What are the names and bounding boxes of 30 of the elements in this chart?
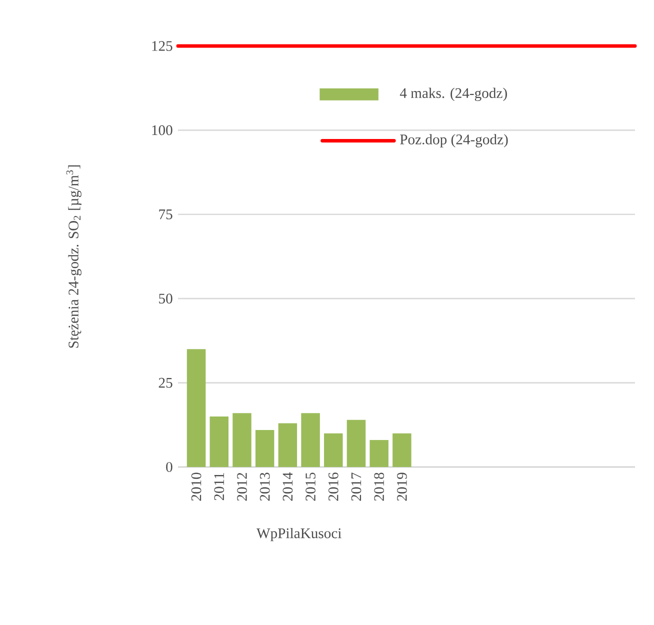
x-tick-label: 2010	[191, 472, 202, 501]
bar	[232, 413, 252, 467]
legend-label: Poz.dop (24-godz)	[400, 134, 508, 148]
x-tick-label: 2013	[260, 472, 270, 501]
bar	[392, 433, 412, 467]
y-tick-label: 0	[166, 462, 172, 472]
x-tick-label: 2011	[214, 473, 224, 500]
x-tick-label: 2014	[282, 472, 293, 501]
x-tick-label: 2012	[237, 472, 247, 501]
x-tick-label: 2018	[374, 472, 384, 501]
x-tick-label: 2019	[397, 472, 407, 501]
y-tick-label: 100	[152, 125, 172, 136]
bar	[324, 433, 343, 467]
x-tick-label: 2016	[328, 472, 338, 501]
bar	[301, 413, 320, 467]
legend-label: 4 maks. (24-godz)	[400, 88, 507, 102]
y-tick-label: 75	[159, 210, 172, 220]
bar	[186, 349, 206, 467]
bar	[278, 423, 298, 467]
bar	[346, 420, 366, 467]
y-tick-label: 50	[159, 294, 172, 304]
y-tick-label: 25	[158, 378, 172, 388]
x-tick-label: 2015	[306, 472, 316, 501]
bar	[210, 416, 228, 467]
y-tick-label: 125	[152, 41, 172, 51]
x-axis-title: WpPilaKusoci	[256, 528, 342, 542]
bar	[370, 440, 388, 467]
bar	[255, 430, 274, 467]
x-tick-label: 2017	[351, 472, 362, 501]
y-axis-title: Stężenia 24-godz. SO$_{2}$ [µg/m$^{3}$]	[66, 165, 82, 348]
